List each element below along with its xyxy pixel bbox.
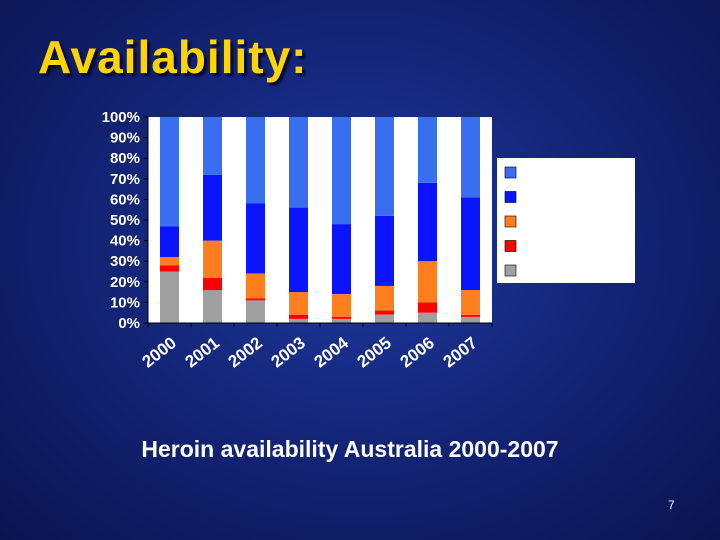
- bar-2006-difficult: [418, 261, 437, 303]
- bar-2005-easy: [375, 215, 394, 286]
- bar-2007-very-difficult: [461, 314, 480, 317]
- legend-swatch: [504, 240, 517, 252]
- x-tick-label: 2007: [439, 333, 481, 371]
- bar-2000-very-difficult: [160, 265, 179, 272]
- bar-2007-don-t-know: [461, 316, 480, 323]
- bar-2000-don-t-know: [160, 271, 179, 323]
- legend-swatch: [504, 166, 517, 179]
- y-tick-label: 60%: [110, 191, 140, 208]
- x-tick-label: 2004: [310, 333, 352, 372]
- bar-2000-very-easy: [160, 117, 179, 227]
- bar-2006-easy: [418, 182, 437, 262]
- bar-2007-difficult: [461, 290, 480, 315]
- legend-label: Very difficult: [522, 239, 619, 256]
- y-tick-label: 20%: [110, 274, 140, 291]
- y-axis: 0% 10% 20% 30% 40% 50% 60% 70% 80% 90% 100%: [102, 109, 149, 332]
- bar-2000-easy: [160, 226, 179, 258]
- x-tick-label: 2002: [224, 333, 266, 371]
- y-tick-label: 40%: [110, 233, 140, 250]
- y-tick-label: 80%: [110, 150, 140, 167]
- bar-2000-difficult: [160, 257, 179, 266]
- bar-2007-very-easy: [461, 117, 480, 198]
- bar-2004-very-difficult: [332, 316, 351, 319]
- bar-2005-don-t-know: [375, 314, 394, 323]
- bar-2001-don-t-know: [203, 290, 222, 323]
- bar-2003-very-easy: [289, 117, 308, 208]
- bar-2006-very-difficult: [418, 302, 437, 313]
- bar-2006-don-t-know: [418, 312, 437, 323]
- bar-2004-very-easy: [332, 117, 351, 225]
- y-tick-label: 100%: [102, 109, 140, 126]
- page-number: 7: [668, 498, 675, 512]
- y-tick-label: 50%: [110, 212, 140, 229]
- x-axis: 2000 2001 2002 2003 2004 2005 2006 2007: [138, 322, 493, 372]
- legend-swatch: [504, 215, 517, 228]
- bar-2004-don-t-know: [332, 318, 351, 323]
- y-tick-label: 10%: [110, 294, 140, 311]
- x-tick-label: 2000: [138, 333, 180, 371]
- y-tick-label: 30%: [110, 253, 140, 270]
- bar-2005-difficult: [375, 285, 394, 311]
- legend-label: Difficult: [522, 214, 582, 231]
- y-tick-label: 70%: [110, 171, 140, 188]
- legend-label: Very easy: [522, 165, 596, 182]
- bar-2002-easy: [246, 203, 265, 274]
- x-tick-label: 2001: [181, 333, 223, 371]
- bar-2004-easy: [332, 224, 351, 295]
- y-tick-label: 90%: [110, 130, 140, 147]
- bar-2007-easy: [461, 197, 480, 290]
- legend-label: Don't know: [522, 263, 608, 280]
- bar-2005-very-easy: [375, 117, 394, 216]
- legend-swatch: [504, 191, 517, 203]
- bar-2001-very-easy: [203, 117, 222, 175]
- bar-2004-difficult: [332, 294, 351, 317]
- bar-2001-difficult: [203, 240, 222, 278]
- bar-2003-easy: [289, 207, 308, 293]
- x-tick-label: 2006: [396, 333, 438, 371]
- bar-2001-easy: [203, 174, 222, 241]
- bar-2003-very-difficult: [289, 314, 308, 319]
- x-tick-label: 2005: [353, 333, 395, 371]
- bar-2001-very-difficult: [203, 277, 222, 291]
- y-tick-label: 0%: [118, 315, 140, 332]
- legend-label: Easy: [522, 190, 559, 207]
- bar-2003-difficult: [289, 292, 308, 315]
- slide-title: Availability:: [38, 31, 308, 83]
- bars-group: [160, 117, 480, 323]
- bar-2002-difficult: [246, 273, 265, 299]
- chart-caption: Heroin availability Australia 2000-2007: [141, 436, 559, 462]
- x-tick-label: 2003: [267, 333, 309, 371]
- plot-area: [148, 117, 492, 323]
- bar-2006-very-easy: [418, 117, 437, 183]
- legend-swatch: [504, 264, 517, 277]
- legend: Very easy Easy Difficult Very difficult Don'…: [497, 158, 635, 283]
- legend-box: [497, 158, 635, 283]
- bar-2002-don-t-know: [246, 300, 265, 323]
- bar-2002-very-difficult: [246, 298, 265, 301]
- bar-2005-very-difficult: [375, 310, 394, 315]
- bar-2003-don-t-know: [289, 318, 308, 323]
- bar-2002-very-easy: [246, 117, 265, 204]
